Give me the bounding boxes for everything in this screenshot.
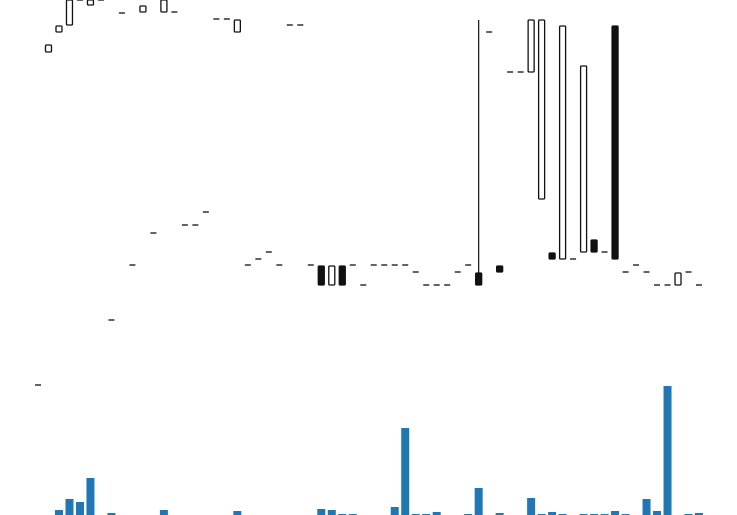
volume-bar	[653, 511, 662, 515]
volume-bar	[233, 511, 242, 515]
volume-bar	[663, 386, 672, 515]
volume-bar	[474, 488, 483, 515]
volume-bar	[86, 478, 95, 515]
volume-bar	[432, 512, 441, 515]
volume-bar	[75, 502, 84, 515]
volume-bar	[65, 499, 74, 515]
volume-bar	[642, 499, 651, 515]
candle-body	[674, 272, 682, 286]
volume-bar	[527, 498, 536, 515]
volume-bar	[107, 513, 116, 515]
volume-bar	[611, 511, 620, 515]
volume-bar	[159, 510, 168, 515]
volume-bar	[54, 510, 63, 515]
candle-body	[548, 252, 556, 260]
candle-body	[590, 239, 598, 253]
candle-body	[317, 265, 325, 286]
volume-bar	[401, 428, 410, 515]
candle-body	[527, 19, 535, 73]
candle-body	[55, 25, 63, 33]
candle-body	[558, 25, 567, 260]
candle-body	[611, 25, 619, 260]
volume-bar	[390, 507, 399, 515]
candle-body	[160, 0, 168, 13]
candle-body	[475, 272, 483, 286]
candle-body	[579, 65, 588, 253]
candle-body	[233, 19, 241, 33]
volume-bar	[317, 509, 326, 515]
candle-body	[65, 0, 74, 26]
volume-bar	[695, 513, 703, 515]
candle-body	[338, 265, 346, 286]
candle-body	[139, 5, 147, 13]
candle-body	[537, 19, 546, 200]
volume-bar	[548, 512, 557, 515]
candle-body	[86, 0, 95, 6]
volume-bar	[327, 510, 336, 515]
candle-body	[328, 265, 336, 286]
volume-bar	[495, 513, 504, 515]
candle-body	[496, 265, 504, 273]
candle-body	[44, 44, 53, 53]
